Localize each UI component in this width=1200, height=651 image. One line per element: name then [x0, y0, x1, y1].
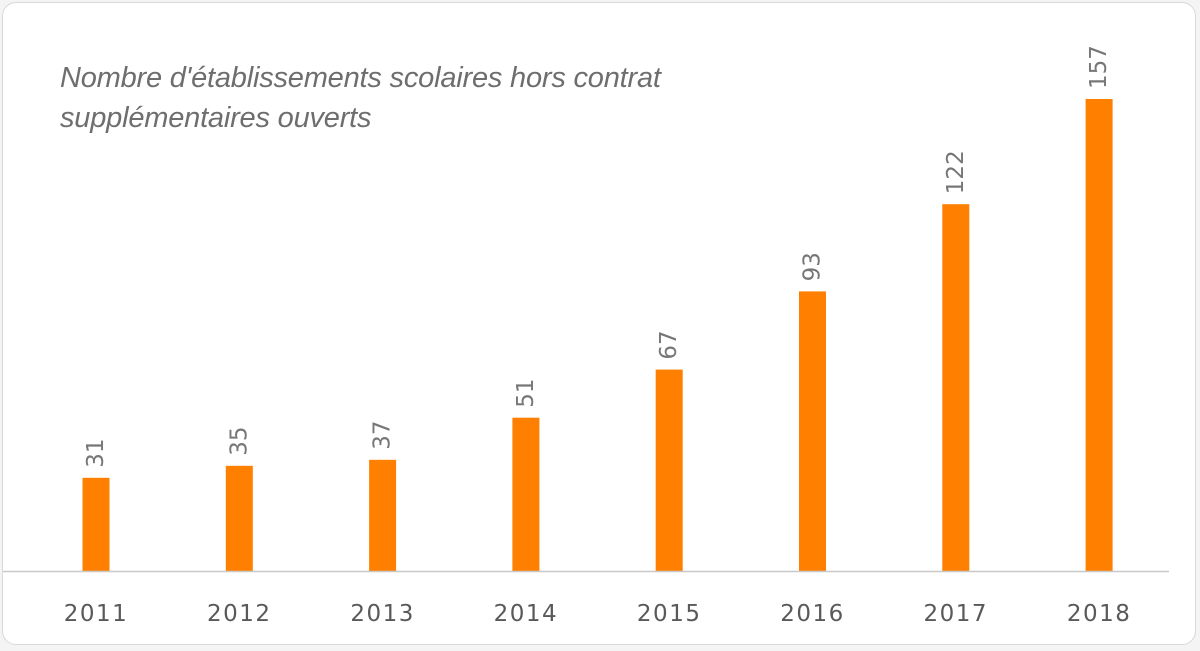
data-label-2013: 37: [370, 421, 396, 450]
bars-layer: [82, 99, 1113, 571]
bar-2014: [512, 417, 540, 571]
x-tick-label-2015: 2015: [637, 601, 702, 627]
bar-2015: [655, 369, 683, 571]
x-tick-label-2014: 2014: [494, 601, 559, 627]
x-tick-label-2017: 2017: [924, 601, 989, 627]
data-label-2016: 93: [800, 252, 826, 281]
value-labels-layer: 31 35 37 51 67 93 122 157: [83, 45, 1112, 468]
data-label-2012: 35: [226, 427, 252, 456]
bar-2012: [225, 465, 253, 571]
data-label-2015: 67: [656, 330, 682, 359]
bar-2013: [369, 459, 397, 571]
tick-labels-layer: 2011 2012 2013 2014 2015 2016 2017 2018: [64, 601, 1132, 627]
x-tick-label-2018: 2018: [1067, 601, 1132, 627]
data-label-2011: 31: [83, 439, 109, 468]
bar-2011: [82, 477, 110, 571]
x-tick-label-2016: 2016: [780, 601, 845, 627]
data-label-2018: 157: [1086, 45, 1112, 89]
x-tick-label-2012: 2012: [207, 601, 272, 627]
bar-2016: [799, 291, 826, 571]
x-tick-label-2011: 2011: [64, 601, 129, 627]
data-label-2014: 51: [513, 378, 539, 407]
bar-2017: [942, 204, 970, 571]
x-tick-label-2013: 2013: [350, 601, 415, 627]
data-label-2017: 122: [943, 150, 969, 194]
chart-title: Nombre d'établissements scolaires hors c…: [60, 62, 661, 134]
bar-2018: [1085, 99, 1113, 571]
